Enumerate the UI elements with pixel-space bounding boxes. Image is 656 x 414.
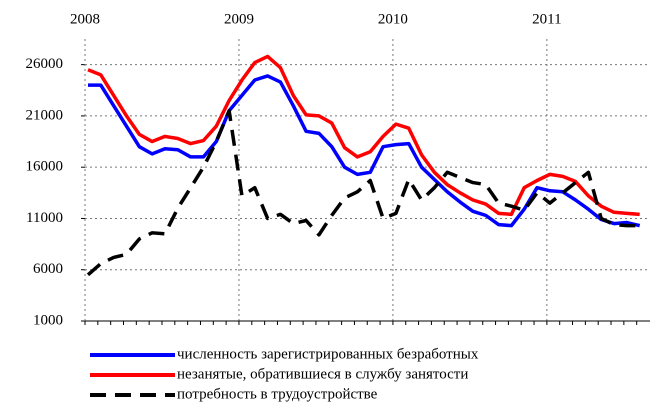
legend-label: численность зарегистрированных безработн… (177, 346, 479, 362)
y-tick-label: 21000 (26, 107, 64, 123)
x-tick-label: 2008 (70, 11, 100, 27)
y-tick-label: 16000 (26, 159, 64, 175)
x-tick-label: 2010 (378, 11, 408, 27)
x-tick-label: 2011 (532, 11, 561, 27)
y-tick-label: 6000 (33, 261, 63, 277)
series-line (87, 54, 640, 217)
x-tick-label: 2009 (224, 11, 254, 27)
series-line (88, 74, 641, 228)
y-tick-label: 11000 (26, 210, 63, 226)
series-line (86, 109, 640, 277)
legend-label: незанятые, обратившиеся в службу занятос… (177, 366, 468, 382)
y-tick-label: 26000 (26, 56, 64, 72)
legend-label: потребность в трудоустройстве (177, 386, 378, 402)
y-tick-label: 1000 (33, 312, 63, 328)
